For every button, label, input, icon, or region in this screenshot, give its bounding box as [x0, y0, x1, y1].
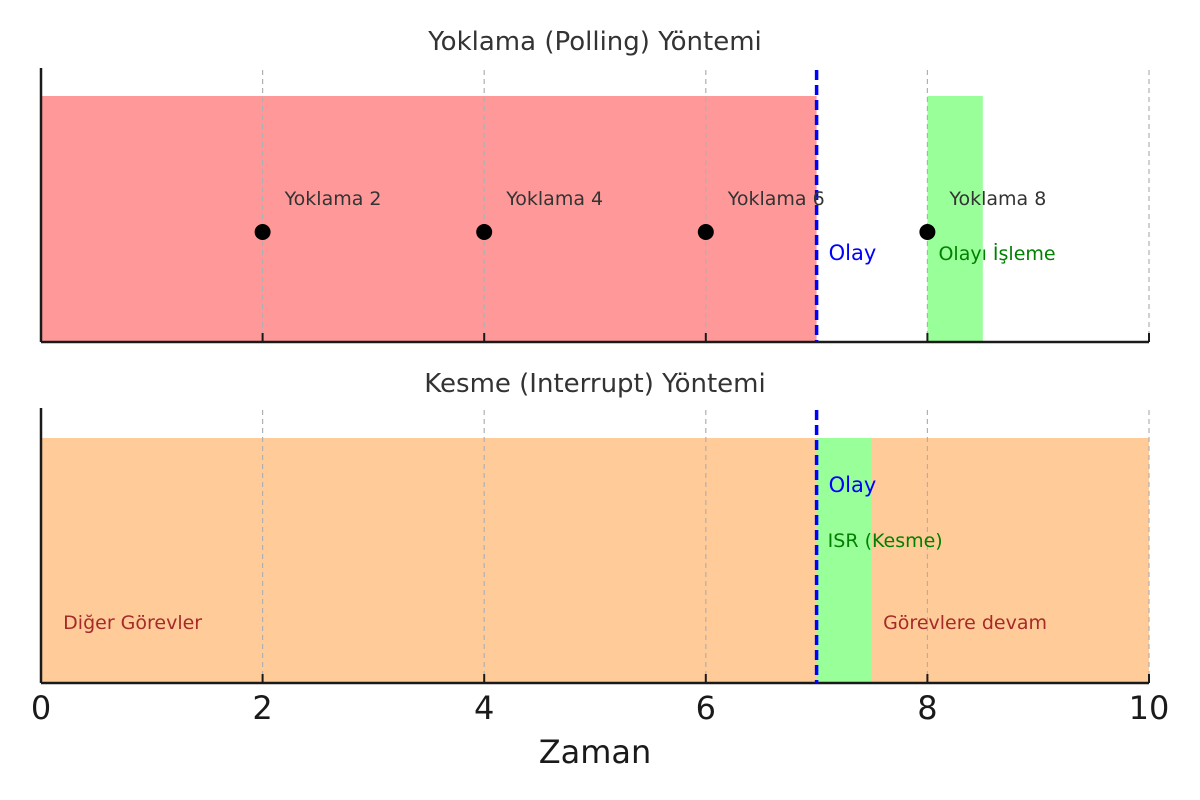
interrupt-title: Kesme (Interrupt) Yöntemi	[424, 369, 765, 399]
poll-point	[697, 224, 714, 240]
interrupt-panel: Kesme (Interrupt) Yöntemi Olay ISR (Kesme…	[39, 369, 1150, 685]
x-tick-label: 6	[696, 689, 716, 727]
poll-point	[254, 224, 271, 240]
x-axis-label: Zaman	[539, 733, 652, 771]
annotation-label: Olayı İşleme	[938, 242, 1055, 265]
x-tick-label: 10	[1129, 689, 1170, 727]
poll-label: Yoklama 8	[948, 188, 1046, 210]
x-axis: Zaman 0 2 4 6 8 10	[31, 689, 1170, 771]
span-bar	[41, 96, 817, 342]
x-tick-label: 4	[474, 689, 494, 727]
annotation-label: Görevlere devam	[883, 612, 1047, 634]
x-tick-label: 2	[252, 689, 272, 727]
polling-panel: Yoklama (Polling) Yöntemi Olay Yoklama 2 Y…	[39, 27, 1150, 344]
poll-point	[919, 224, 936, 240]
polling-title: Yoklama (Polling) Yöntemi	[427, 27, 762, 57]
annotation-label: Diğer Görevler	[63, 612, 202, 634]
event-label: Olay	[829, 473, 877, 497]
poll-label: Yoklama 2	[284, 188, 382, 210]
x-tick-label: 0	[31, 689, 51, 727]
x-tick-label: 8	[917, 689, 937, 727]
poll-label: Yoklama 6	[727, 188, 825, 210]
annotation-label: ISR (Kesme)	[828, 530, 943, 552]
span-bar	[927, 96, 983, 342]
poll-label: Yoklama 4	[505, 188, 603, 210]
poll-point	[476, 224, 493, 240]
span-bar	[816, 438, 872, 683]
event-label: Olay	[829, 241, 877, 265]
span-bar	[41, 438, 1149, 683]
